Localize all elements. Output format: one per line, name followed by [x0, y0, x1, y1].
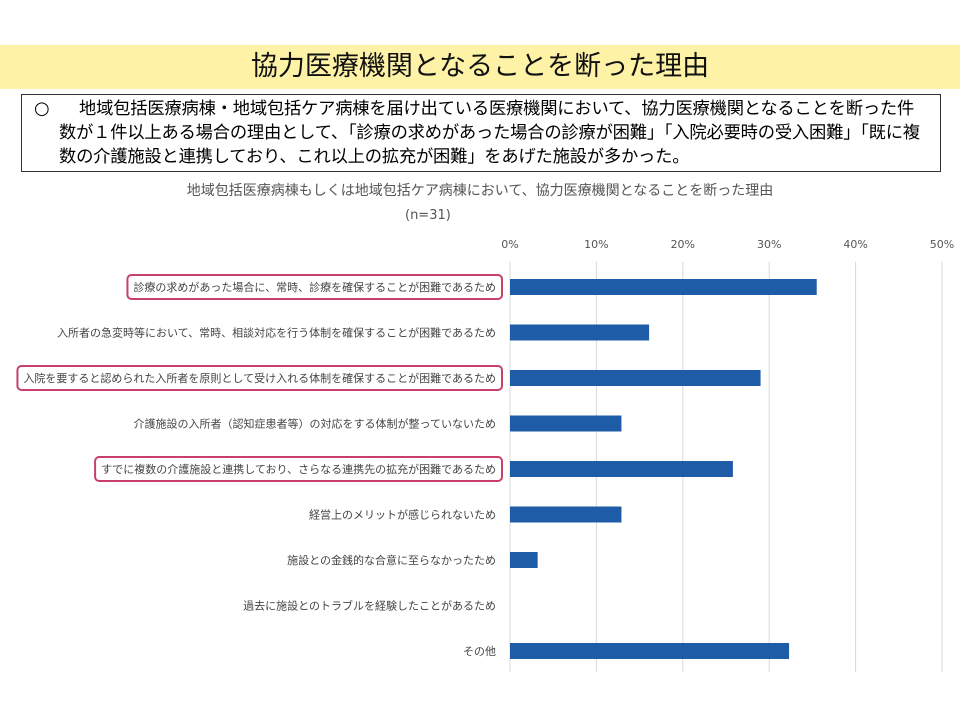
bar: [510, 415, 622, 432]
category-label: 介護施設の入所者（認知症患者等）の対応をする体制が整っていないため: [134, 417, 496, 431]
category-label: 過去に施設とのトラブルを経験したことがあるため: [243, 599, 496, 613]
x-tick-label: 40%: [843, 238, 867, 251]
category-label: 経営上のメリットが感じられないため: [309, 508, 496, 522]
highlight-box: [126, 274, 503, 300]
bar: [510, 370, 761, 386]
highlight-box: [16, 365, 503, 391]
bar: [510, 552, 538, 568]
x-tick-label: 50%: [930, 238, 954, 251]
summary-box: ○ 地域包括医療病棟・地域包括ケア病棟を届け出ている医療機関において、協力医療機…: [21, 94, 941, 172]
bar: [510, 279, 817, 295]
category-label: 診療の求めがあった場合に、常時、診療を確保することが困難であるため: [133, 280, 496, 294]
category-label: 入院を要すると認められた入所者を原則として受け入れる体制を確保することが困難であ…: [23, 371, 496, 385]
chart-subtitle: (n=31): [405, 208, 451, 223]
summary-text: 地域包括医療病棟・地域包括ケア病棟を届け出ている医療機関において、協力医療機関と…: [59, 99, 920, 167]
bar: [510, 461, 733, 477]
x-tick-label: 10%: [584, 238, 608, 251]
x-tick-label: 30%: [757, 238, 781, 251]
category-label: 入所者の急変時等において、常時、相談対応を行う体制を確保することが困難であるため: [57, 326, 496, 340]
bar: [510, 324, 650, 341]
title-band: [0, 45, 960, 89]
bar: [510, 506, 622, 523]
page-title: 協力医療機関となることを断った理由: [250, 51, 710, 82]
category-label: 施設との金銭的な合意に至らなかったため: [287, 553, 496, 567]
summary-bullet: ○: [34, 98, 50, 119]
highlight-box: [94, 456, 503, 482]
category-label: すでに複数の介護施設と連携しており、さらなる連携先の拡充が困難であるため: [101, 462, 496, 476]
x-tick-label: 20%: [671, 238, 695, 251]
bar: [510, 643, 790, 659]
chart-title: 地域包括医療病棟もしくは地域包括ケア病棟において、協力医療機関となることを断った…: [186, 183, 774, 199]
x-tick-label: 0%: [501, 238, 518, 251]
category-label: その他: [463, 645, 496, 658]
